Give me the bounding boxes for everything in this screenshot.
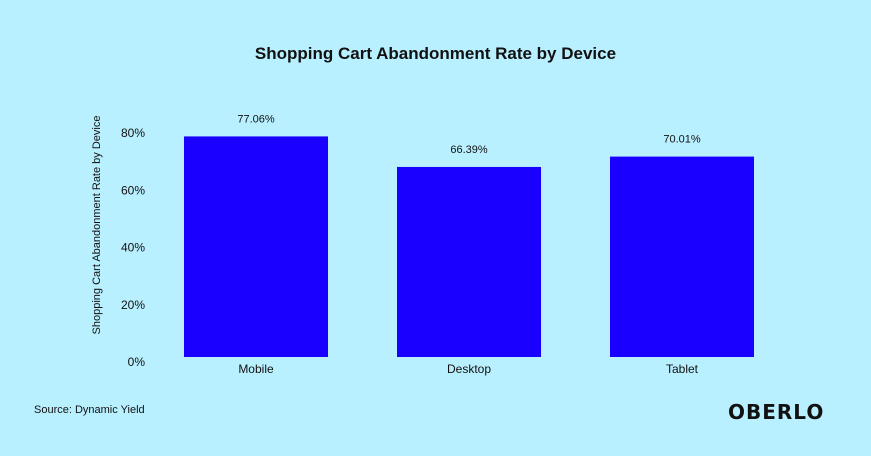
oberlo-logo: OBERLO (728, 400, 825, 424)
y-axis-label: Shopping Cart Abandonment Rate by Device (91, 116, 103, 335)
y-tick-label: 40% (121, 241, 145, 255)
x-tick-label: Tablet (666, 362, 699, 376)
bar-desktop (397, 166, 541, 357)
data-label: 66.39% (450, 144, 488, 156)
x-tick-label: Mobile (238, 362, 274, 376)
chart-title: Shopping Cart Abandonment Rate by Device (254, 44, 617, 63)
data-label: 77.06% (237, 113, 275, 125)
y-tick-label: 60% (121, 183, 145, 197)
bar-mobile (184, 136, 328, 357)
x-tick-label: Desktop (447, 362, 491, 376)
y-tick-label: 20% (121, 298, 145, 312)
source-note: Source: Dynamic Yield (34, 404, 145, 416)
y-tick-label: 80% (121, 126, 145, 140)
y-tick-label: 0% (128, 355, 146, 369)
data-label: 70.01% (663, 134, 701, 146)
bar-tablet (610, 156, 754, 357)
